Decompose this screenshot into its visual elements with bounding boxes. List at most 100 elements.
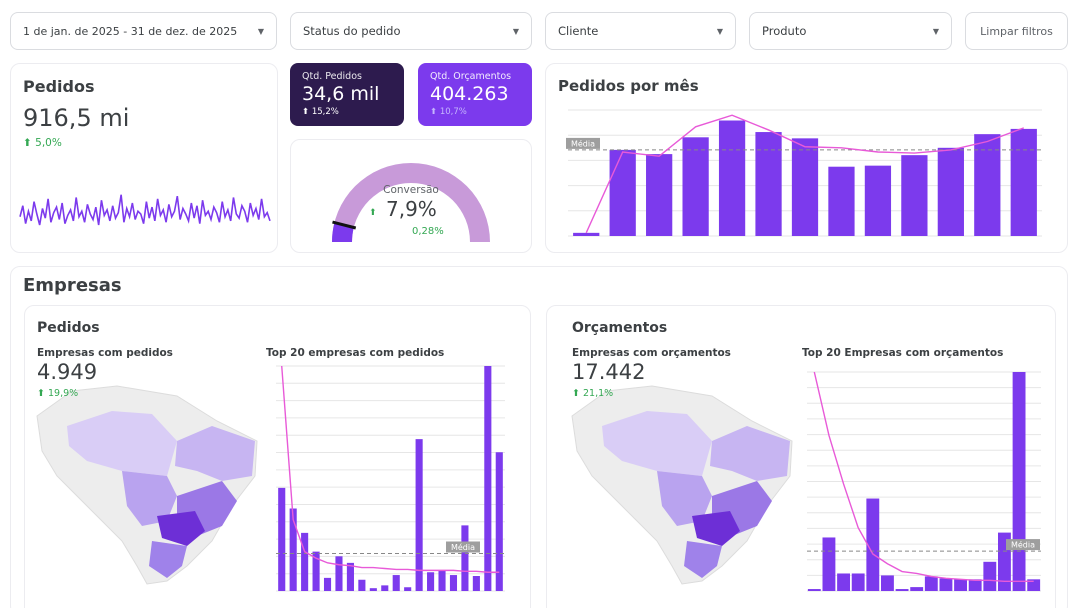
arrow-up-icon: ⬆ [302, 107, 310, 117]
bar [335, 556, 343, 591]
bar [495, 452, 503, 591]
top20-pedidos-label: Top 20 empresas com pedidos [266, 347, 445, 359]
empresas-pedidos-title: Pedidos [37, 320, 100, 336]
arrow-up-icon: ⬆ [37, 388, 45, 399]
bar [895, 589, 909, 591]
arrow-up-icon: ⬆ [572, 388, 580, 399]
top20-pedidos-chart: Média [276, 365, 505, 592]
pedidos-value: 916,5 mi [23, 104, 130, 132]
region-northeast [710, 426, 790, 481]
empresas-section: Empresas Pedidos Empresas com pedidos 4.… [10, 266, 1068, 608]
date-range-label: 1 de jan. de 2025 - 31 de dez. de 2025 [23, 24, 238, 38]
bar [837, 573, 850, 591]
chevron-down-icon: ▼ [932, 26, 939, 36]
gauge-track [332, 163, 490, 242]
monthly-chart-title: Pedidos por mês [558, 77, 699, 95]
empresas-orcamentos-card: Orçamentos Empresas com orçamentos 17.44… [546, 305, 1056, 608]
average-label-bg [1006, 539, 1040, 551]
region-south [149, 541, 187, 578]
bar [484, 366, 492, 591]
bar [646, 154, 673, 236]
bar [358, 579, 366, 591]
bar [901, 155, 928, 236]
bar [807, 589, 821, 591]
empresas-pedidos-change: ⬆ 19,9% [37, 388, 78, 399]
region-centerwest [122, 471, 177, 526]
bar [822, 537, 836, 591]
date-range-filter[interactable]: 1 de jan. de 2025 - 31 de dez. de 2025 ▼ [10, 12, 277, 50]
monthly-chart: Média [566, 109, 1042, 237]
average-label: Média [1011, 540, 1035, 550]
bar [954, 579, 967, 591]
brazil-map-orcamentos [571, 385, 793, 585]
region-south [684, 541, 722, 578]
region-centerwest [657, 471, 712, 526]
clear-filters-label: Limpar filtros [980, 24, 1053, 38]
arrow-up-icon: ⬆ [369, 208, 377, 218]
conversion-gauge [332, 163, 490, 242]
bar [438, 570, 446, 591]
bar [881, 575, 894, 591]
pedidos-card: Pedidos 916,5 mi ⬆ 5,0% [10, 63, 278, 253]
status-filter[interactable]: Status do pedido ▼ [290, 12, 532, 50]
bar [301, 532, 309, 591]
arrow-up-icon: ⬆ [430, 107, 438, 117]
empresas-pedidos-change-value: 19,9% [48, 388, 79, 399]
empresas-orcamentos-count: 17.442 [572, 360, 646, 384]
kpi-pedidos-label: Qtd. Pedidos [302, 71, 362, 82]
bar [864, 165, 892, 236]
empresas-pedidos-card: Pedidos Empresas com pedidos 4.949 ⬆ 19,… [24, 305, 531, 608]
bar [910, 587, 924, 591]
kpi-qtd-pedidos: Qtd. Pedidos 34,6 mil ⬆ 15,2% [290, 63, 404, 126]
kpi-orcamentos-label: Qtd. Orçamentos [430, 71, 512, 82]
average-label: Média [451, 542, 475, 552]
average-label-bg [566, 137, 600, 149]
kpi-pedidos-change-value: 15,2% [311, 107, 339, 117]
bar [381, 585, 389, 591]
region-sp [157, 511, 205, 546]
pedidos-title: Pedidos [23, 77, 95, 96]
bar [755, 132, 782, 236]
kpi-orcamentos-change-value: 10,7% [439, 107, 467, 117]
client-filter[interactable]: Cliente ▼ [545, 12, 736, 50]
kpi-qtd-orcamentos: Qtd. Orçamentos 404.263 ⬆ 10,7% [418, 63, 532, 126]
product-filter[interactable]: Produto ▼ [749, 12, 952, 50]
monthly-chart-card: Pedidos por mês Média [545, 63, 1068, 253]
bar [974, 134, 1001, 236]
trend-line [281, 365, 500, 573]
empresas-pedidos-count: 4.949 [37, 360, 98, 384]
bar [866, 498, 880, 591]
region-northeast [175, 426, 255, 481]
bar [278, 487, 286, 591]
pedidos-change: ⬆ 5,0% [23, 137, 62, 149]
bar [573, 232, 600, 236]
bar [427, 572, 435, 591]
bar [939, 578, 953, 591]
bar [472, 576, 480, 591]
bar [937, 147, 964, 236]
bar [1027, 579, 1041, 591]
arrow-up-icon: ⬆ [23, 137, 32, 149]
empresas-pedidos-map-label: Empresas com pedidos [37, 347, 173, 359]
bar [312, 551, 320, 591]
chevron-down-icon: ▼ [512, 26, 519, 36]
trend-line [813, 371, 1034, 582]
bar [369, 588, 377, 591]
region-sp [692, 511, 740, 546]
trend-line [585, 114, 1025, 234]
chevron-down-icon: ▼ [716, 26, 723, 36]
status-filter-label: Status do pedido [303, 24, 401, 38]
bar [983, 561, 997, 591]
kpi-orcamentos-change: ⬆ 10,7% [430, 107, 520, 117]
bar [1012, 372, 1026, 591]
average-label: Média [571, 138, 595, 148]
bar [968, 579, 982, 591]
gauge-value: 7,9% [386, 197, 437, 221]
clear-filters-button[interactable]: Limpar filtros [965, 12, 1068, 50]
bar [323, 577, 332, 591]
average-label-bg [446, 541, 480, 553]
empresas-orcamentos-change-value: 21,1% [583, 388, 614, 399]
kpi-pedidos-value: 34,6 mil [302, 83, 380, 105]
client-filter-label: Cliente [558, 24, 599, 38]
empresas-title: Empresas [23, 275, 122, 296]
